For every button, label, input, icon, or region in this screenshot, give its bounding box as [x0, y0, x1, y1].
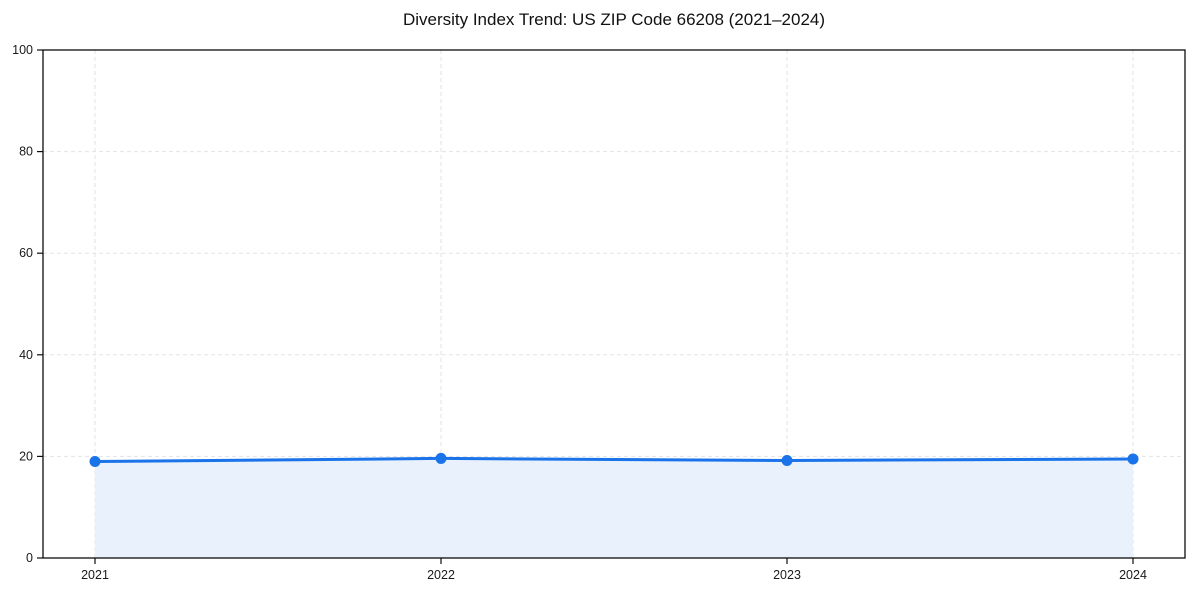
- data-point-2023: [781, 454, 793, 466]
- x-tick-label-2022: 2022: [427, 568, 455, 582]
- y-tick-label-60: 60: [19, 246, 33, 260]
- x-tick-label-2023: 2023: [773, 568, 801, 582]
- data-point-2024: [1127, 453, 1139, 465]
- y-tick-label-100: 100: [12, 43, 33, 57]
- chart-title: Diversity Index Trend: US ZIP Code 66208…: [402, 10, 826, 29]
- x-tick-label-2021: 2021: [81, 568, 109, 582]
- y-tick-label-40: 40: [19, 348, 33, 362]
- data-point-2021: [89, 455, 101, 467]
- y-tick-label-80: 80: [19, 145, 33, 159]
- y-tick-label-20: 20: [19, 449, 33, 463]
- plot-border: [42, 49, 1186, 559]
- x-tick-label-2024: 2024: [1119, 568, 1147, 582]
- area-fill: [95, 458, 1133, 558]
- trend-line: [93, 456, 1135, 463]
- data-point-2022: [435, 452, 447, 464]
- y-tick-label-0: 0: [26, 551, 33, 565]
